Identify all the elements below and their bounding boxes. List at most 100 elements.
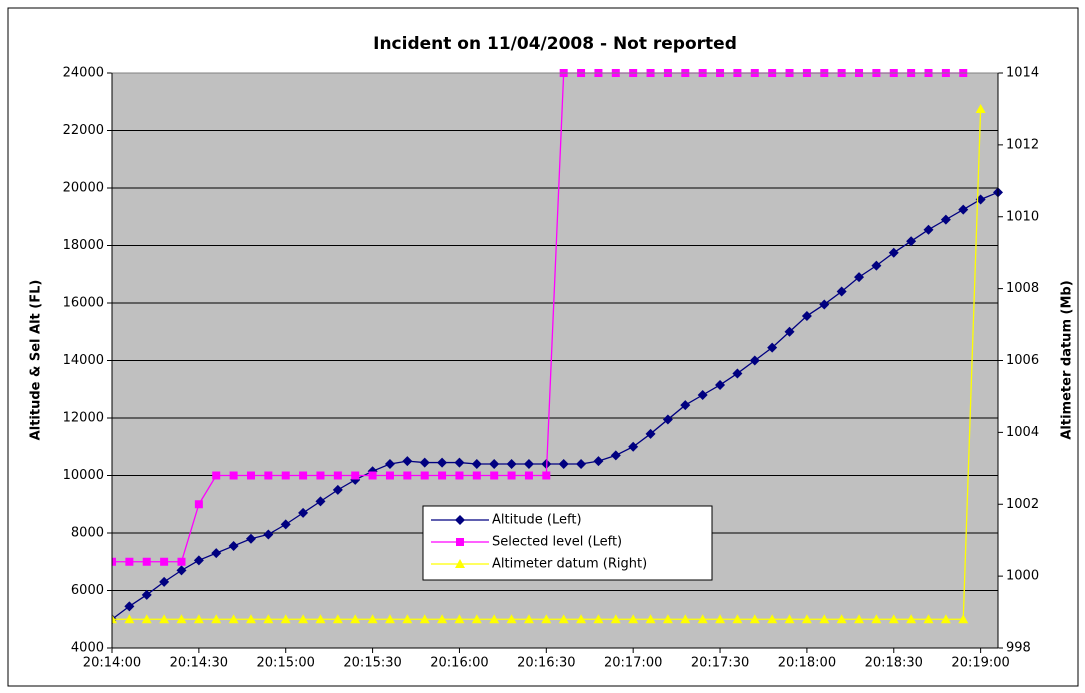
marker [455,559,465,568]
y2-tick-label: 1012 [1006,137,1039,152]
marker [211,614,222,624]
marker [507,471,516,480]
marker [455,515,465,525]
marker [142,557,151,566]
y2-tick-label: 1002 [1006,497,1039,512]
y2-tick-label: 1006 [1006,353,1039,368]
marker [645,428,656,439]
marker [315,614,326,624]
x-tick-label: 20:15:00 [257,656,315,671]
marker [454,614,465,624]
marker [263,614,274,624]
marker [940,614,951,624]
y2-tick-label: 1014 [1006,66,1039,81]
marker [610,614,621,624]
y-tick-label: 24000 [63,66,104,81]
marker [351,471,360,480]
marker [194,500,203,509]
marker [368,471,377,480]
marker [662,414,673,425]
marker [888,614,899,624]
y-tick-label: 20000 [63,181,104,196]
y-tick-label: 6000 [71,583,104,598]
marker [558,614,569,624]
marker [715,614,726,624]
marker [419,457,430,468]
marker [715,379,726,390]
marker [906,236,917,247]
legend-label: Altimeter datum (Right) [492,557,647,572]
marker [836,614,847,624]
legend-label: Altitude (Left) [492,513,582,528]
marker [316,471,325,480]
marker [124,601,135,612]
y-tick-label: 14000 [63,353,104,368]
chart-title: Incident on 11/04/2008 - Not reported [373,34,737,54]
marker [610,450,621,461]
marker [628,614,639,624]
marker [141,589,152,600]
x-tick-label: 20:16:00 [430,656,488,671]
marker [784,326,795,337]
marker [471,459,482,469]
marker [160,557,169,566]
marker [680,400,691,411]
x-tick-label: 20:19:00 [951,656,1009,671]
marker [940,214,951,225]
marker [229,471,238,480]
marker [871,260,882,271]
marker [558,459,569,469]
marker [801,614,812,624]
marker [299,471,308,480]
marker [245,533,256,544]
marker [645,614,656,624]
marker [524,471,533,480]
marker [281,471,290,480]
marker [749,355,760,366]
marker [767,614,778,624]
marker [332,484,343,495]
marker [975,103,986,113]
marker [367,614,378,624]
marker [819,614,830,624]
marker [923,614,934,624]
marker [958,614,969,624]
marker [697,614,708,624]
x-tick-label: 20:18:30 [865,656,923,671]
marker [212,471,221,480]
marker [888,247,899,258]
marker [438,471,447,480]
marker [697,390,708,400]
marker [906,614,917,624]
marker [506,614,517,624]
x-tick-label: 20:14:00 [83,656,141,671]
marker [662,614,673,624]
marker [523,614,534,624]
marker [298,507,309,518]
marker [280,519,291,530]
marker [506,459,517,469]
marker [193,555,204,566]
marker [749,614,760,624]
marker [767,342,778,353]
marker [141,614,152,624]
y-tick-label: 10000 [63,468,104,483]
marker [315,496,326,507]
marker [854,614,865,624]
marker [437,457,448,468]
marker [112,557,116,566]
marker [211,548,222,559]
marker [177,557,186,566]
x-tick-label: 20:17:30 [691,656,749,671]
marker [385,471,394,480]
marker [112,614,117,624]
marker [593,614,604,624]
marker [280,614,291,624]
marker [350,614,361,624]
marker [871,614,882,624]
legend-label: Selected level (Left) [492,535,622,550]
marker [489,614,500,624]
marker [125,557,134,566]
y-tick-label: 4000 [71,641,104,656]
